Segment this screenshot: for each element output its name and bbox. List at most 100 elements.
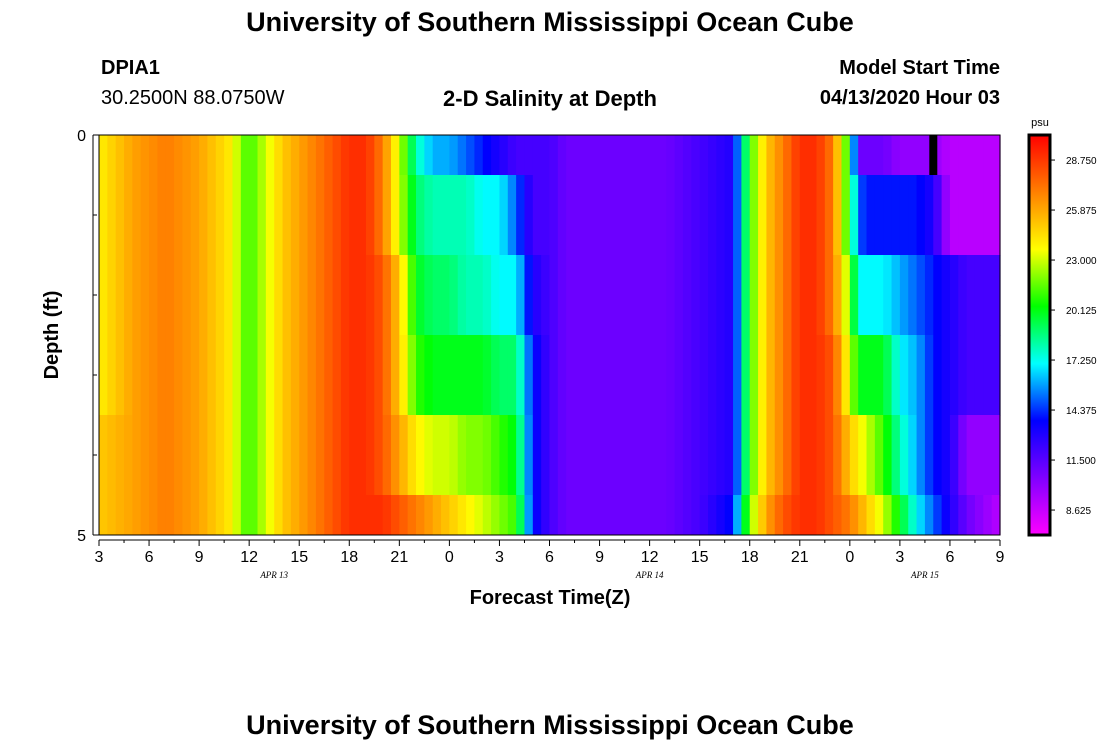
heatmap-cell — [775, 495, 784, 535]
heatmap-cell — [207, 175, 216, 255]
heatmap-cell — [491, 415, 500, 495]
heatmap-cell — [875, 415, 884, 495]
heatmap-cell — [725, 175, 734, 255]
heatmap-cell — [132, 255, 141, 335]
heatmap-cell — [341, 495, 350, 535]
heatmap-cell — [116, 255, 125, 335]
current-time-marker — [929, 135, 937, 175]
heatmap-cell — [349, 175, 358, 255]
heatmap-cell — [324, 335, 333, 415]
heatmap-cell — [224, 175, 233, 255]
heatmap-cell — [800, 175, 809, 255]
heatmap-cell — [474, 335, 483, 415]
heatmap-cell — [449, 135, 458, 175]
heatmap-cell — [758, 135, 767, 175]
heatmap-cell — [975, 255, 984, 335]
heatmap-cell — [841, 135, 850, 175]
heatmap-cell — [358, 175, 367, 255]
heatmap-cell — [266, 175, 275, 255]
heatmap-cell — [366, 175, 375, 255]
heatmap-cell — [141, 135, 150, 175]
heatmap-cell — [691, 135, 700, 175]
heatmap-cell — [149, 415, 158, 495]
heatmap-cell — [474, 175, 483, 255]
heatmap-cell — [449, 175, 458, 255]
heatmap-cell — [333, 135, 342, 175]
heatmap-cell — [658, 415, 667, 495]
colorbar-tick-label: 11.500 — [1066, 456, 1096, 467]
heatmap-cell — [833, 495, 842, 535]
heatmap-cell — [524, 255, 533, 335]
x-tick-label: 21 — [390, 549, 408, 566]
heatmap-cell — [741, 255, 750, 335]
heatmap-cell — [424, 175, 433, 255]
heatmap-cell — [199, 495, 208, 535]
heatmap-cell — [182, 495, 191, 535]
heatmap-cell — [917, 415, 926, 495]
heatmap-cell — [107, 135, 116, 175]
heatmap-cell — [516, 415, 525, 495]
heatmap-cell — [341, 175, 350, 255]
heatmap-cell — [399, 415, 408, 495]
heatmap-cell — [533, 255, 542, 335]
heatmap-cell — [933, 175, 942, 255]
heatmap-cell — [841, 415, 850, 495]
heatmap-cell — [708, 335, 717, 415]
heatmap-cell — [116, 495, 125, 535]
heatmap-cell — [458, 495, 467, 535]
heatmap-cell — [474, 255, 483, 335]
heatmap-cell — [374, 415, 383, 495]
heatmap-cell — [333, 175, 342, 255]
heatmap-cell — [900, 135, 909, 175]
heatmap-cell — [308, 135, 317, 175]
heatmap-cell — [466, 255, 475, 335]
heatmap-cell — [466, 175, 475, 255]
heatmap-cell — [383, 495, 392, 535]
heatmap-cell — [216, 135, 225, 175]
heatmap-cell — [766, 255, 775, 335]
heatmap-cell — [266, 335, 275, 415]
heatmap-cell — [449, 495, 458, 535]
heatmap-cell — [608, 135, 617, 175]
heatmap-cell — [408, 135, 417, 175]
heatmap-cell — [983, 415, 992, 495]
heatmap-cell — [950, 335, 959, 415]
heatmap-cell — [141, 335, 150, 415]
heatmap-cell — [725, 495, 734, 535]
heatmap-cell — [566, 415, 575, 495]
heatmap-cell — [358, 135, 367, 175]
heatmap-cell — [241, 135, 250, 175]
heatmap-cell — [408, 175, 417, 255]
heatmap-cell — [141, 175, 150, 255]
colorbar-tick-label: 23.000 — [1066, 256, 1097, 267]
heatmap-cell — [199, 335, 208, 415]
heatmap-cell — [800, 255, 809, 335]
heatmap-cell — [558, 495, 567, 535]
heatmap-cell — [858, 135, 867, 175]
heatmap-cell — [650, 135, 659, 175]
heatmap-cell — [600, 135, 609, 175]
heatmap-cell — [925, 335, 934, 415]
colorbar-unit: psu — [1031, 117, 1049, 129]
heatmap-cell — [533, 175, 542, 255]
heatmap-cell — [483, 335, 492, 415]
heatmap-cell — [141, 495, 150, 535]
heatmap-cell — [124, 255, 133, 335]
heatmap-cell — [583, 415, 592, 495]
heatmap-cell — [182, 335, 191, 415]
heatmap-cell — [366, 135, 375, 175]
heatmap-cell — [349, 135, 358, 175]
heatmap-cell — [399, 175, 408, 255]
colorbar-tick-label: 25.875 — [1066, 206, 1097, 217]
heatmap-cell — [166, 335, 175, 415]
heatmap-cell — [191, 495, 200, 535]
heatmap-cell — [558, 415, 567, 495]
heatmap-cell — [491, 335, 500, 415]
heatmap-cell — [967, 175, 976, 255]
heatmap-cell — [499, 255, 508, 335]
heatmap-cell — [741, 175, 750, 255]
heatmap-cell — [700, 255, 709, 335]
heatmap-cell — [449, 415, 458, 495]
heatmap-cell — [733, 415, 742, 495]
heatmap-cell — [658, 255, 667, 335]
